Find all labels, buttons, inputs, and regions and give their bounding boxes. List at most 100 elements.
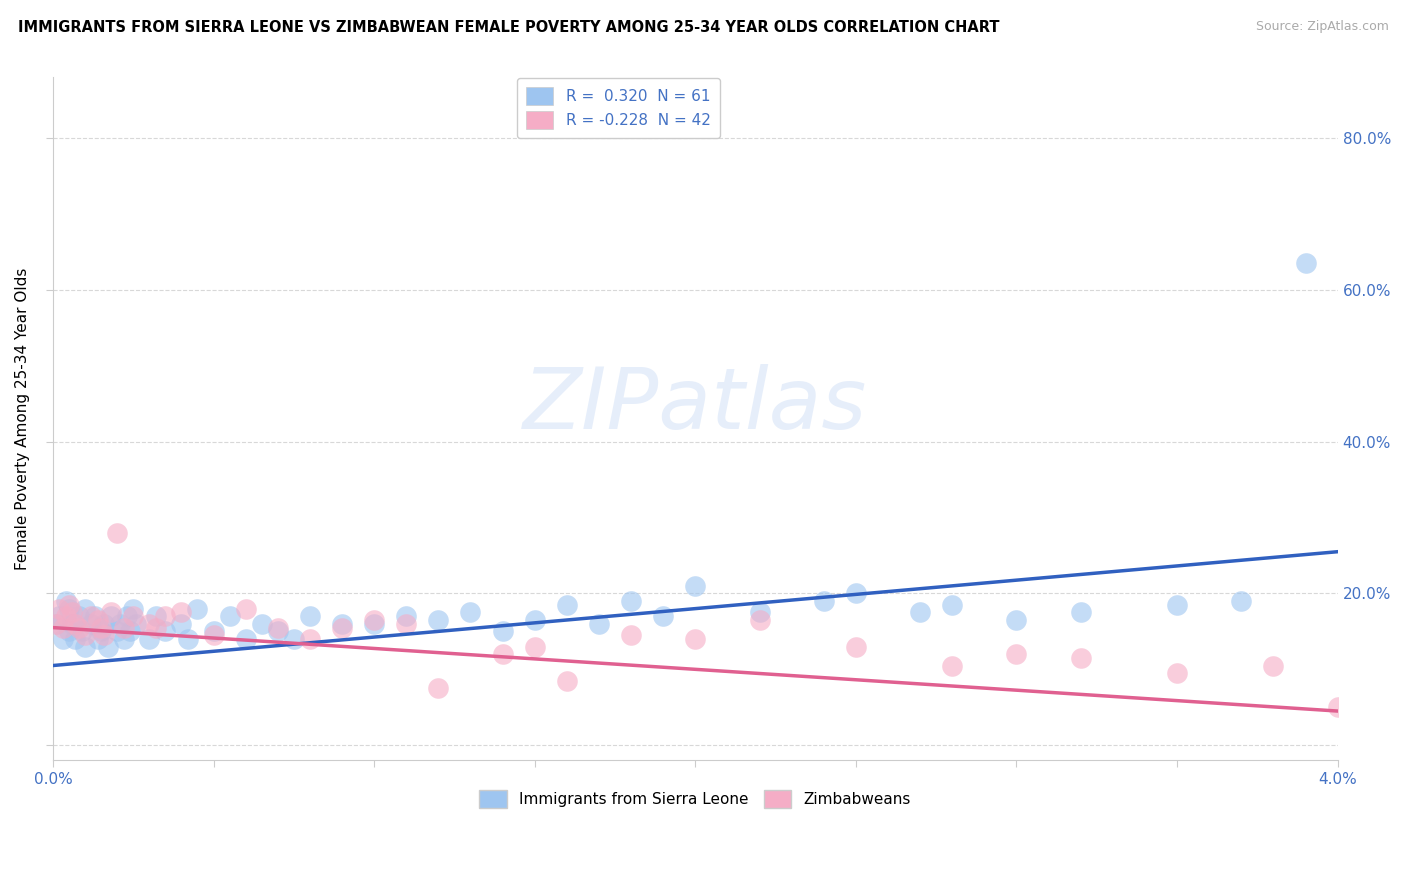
Point bbox=[96, 640, 118, 654]
Point bbox=[58, 624, 80, 639]
Point bbox=[267, 621, 290, 635]
Point bbox=[87, 632, 110, 646]
Point bbox=[55, 594, 77, 608]
Point bbox=[93, 628, 115, 642]
Point bbox=[70, 624, 93, 639]
Point bbox=[51, 621, 73, 635]
Point bbox=[155, 609, 177, 624]
Point bbox=[523, 613, 546, 627]
Point bbox=[58, 601, 80, 615]
Point bbox=[941, 598, 963, 612]
Point bbox=[202, 624, 225, 639]
Point bbox=[118, 624, 141, 639]
Point bbox=[90, 624, 112, 639]
Point bbox=[1295, 256, 1317, 270]
Point bbox=[267, 624, 290, 639]
Point bbox=[395, 609, 418, 624]
Point bbox=[1230, 594, 1253, 608]
Point bbox=[685, 632, 707, 646]
Text: ZIPatlas: ZIPatlas bbox=[523, 364, 868, 447]
Point bbox=[100, 606, 122, 620]
Point bbox=[125, 616, 148, 631]
Point bbox=[555, 598, 578, 612]
Point bbox=[45, 616, 67, 631]
Point bbox=[90, 621, 112, 635]
Point bbox=[122, 609, 145, 624]
Point bbox=[620, 628, 643, 642]
Point bbox=[67, 609, 90, 624]
Point bbox=[218, 609, 240, 624]
Point bbox=[138, 632, 160, 646]
Point bbox=[177, 632, 200, 646]
Point bbox=[813, 594, 835, 608]
Text: Source: ZipAtlas.com: Source: ZipAtlas.com bbox=[1256, 20, 1389, 33]
Point bbox=[298, 632, 321, 646]
Point bbox=[1070, 606, 1092, 620]
Point bbox=[145, 609, 167, 624]
Y-axis label: Female Poverty Among 25-34 Year Olds: Female Poverty Among 25-34 Year Olds bbox=[15, 268, 30, 570]
Point bbox=[51, 632, 73, 646]
Point bbox=[186, 601, 208, 615]
Point bbox=[48, 601, 70, 615]
Point bbox=[1166, 598, 1188, 612]
Point bbox=[1166, 666, 1188, 681]
Point bbox=[73, 601, 96, 615]
Point bbox=[363, 613, 385, 627]
Point bbox=[155, 624, 177, 639]
Point bbox=[685, 579, 707, 593]
Point bbox=[100, 609, 122, 624]
Point bbox=[65, 632, 87, 646]
Point bbox=[145, 621, 167, 635]
Point bbox=[105, 525, 128, 540]
Point bbox=[330, 616, 353, 631]
Point bbox=[48, 609, 70, 624]
Point bbox=[67, 621, 90, 635]
Point bbox=[620, 594, 643, 608]
Point bbox=[60, 606, 83, 620]
Point bbox=[427, 613, 450, 627]
Point bbox=[80, 616, 103, 631]
Point bbox=[65, 616, 87, 631]
Point bbox=[427, 681, 450, 696]
Point bbox=[523, 640, 546, 654]
Point bbox=[60, 616, 83, 631]
Point bbox=[138, 616, 160, 631]
Point bbox=[845, 586, 868, 600]
Point bbox=[122, 601, 145, 615]
Point bbox=[652, 609, 675, 624]
Point bbox=[112, 632, 135, 646]
Point bbox=[235, 632, 257, 646]
Text: IMMIGRANTS FROM SIERRA LEONE VS ZIMBABWEAN FEMALE POVERTY AMONG 25-34 YEAR OLDS : IMMIGRANTS FROM SIERRA LEONE VS ZIMBABWE… bbox=[18, 20, 1000, 35]
Point bbox=[80, 609, 103, 624]
Point bbox=[73, 628, 96, 642]
Point bbox=[250, 616, 273, 631]
Point bbox=[330, 621, 353, 635]
Point bbox=[588, 616, 610, 631]
Point bbox=[93, 616, 115, 631]
Point bbox=[1005, 613, 1028, 627]
Point bbox=[283, 632, 305, 646]
Point bbox=[110, 616, 132, 631]
Point bbox=[491, 624, 513, 639]
Point bbox=[87, 613, 110, 627]
Point bbox=[555, 673, 578, 688]
Point bbox=[1070, 651, 1092, 665]
Point bbox=[55, 609, 77, 624]
Point bbox=[1005, 647, 1028, 661]
Point bbox=[298, 609, 321, 624]
Point bbox=[491, 647, 513, 661]
Point bbox=[235, 601, 257, 615]
Legend: Immigrants from Sierra Leone, Zimbabweans: Immigrants from Sierra Leone, Zimbabwean… bbox=[474, 784, 917, 814]
Point bbox=[1326, 700, 1348, 714]
Point bbox=[115, 609, 138, 624]
Point bbox=[460, 606, 482, 620]
Point bbox=[363, 616, 385, 631]
Point bbox=[941, 658, 963, 673]
Point bbox=[83, 609, 105, 624]
Point bbox=[1263, 658, 1285, 673]
Point bbox=[845, 640, 868, 654]
Point bbox=[45, 616, 67, 631]
Point bbox=[202, 628, 225, 642]
Point bbox=[112, 621, 135, 635]
Point bbox=[73, 640, 96, 654]
